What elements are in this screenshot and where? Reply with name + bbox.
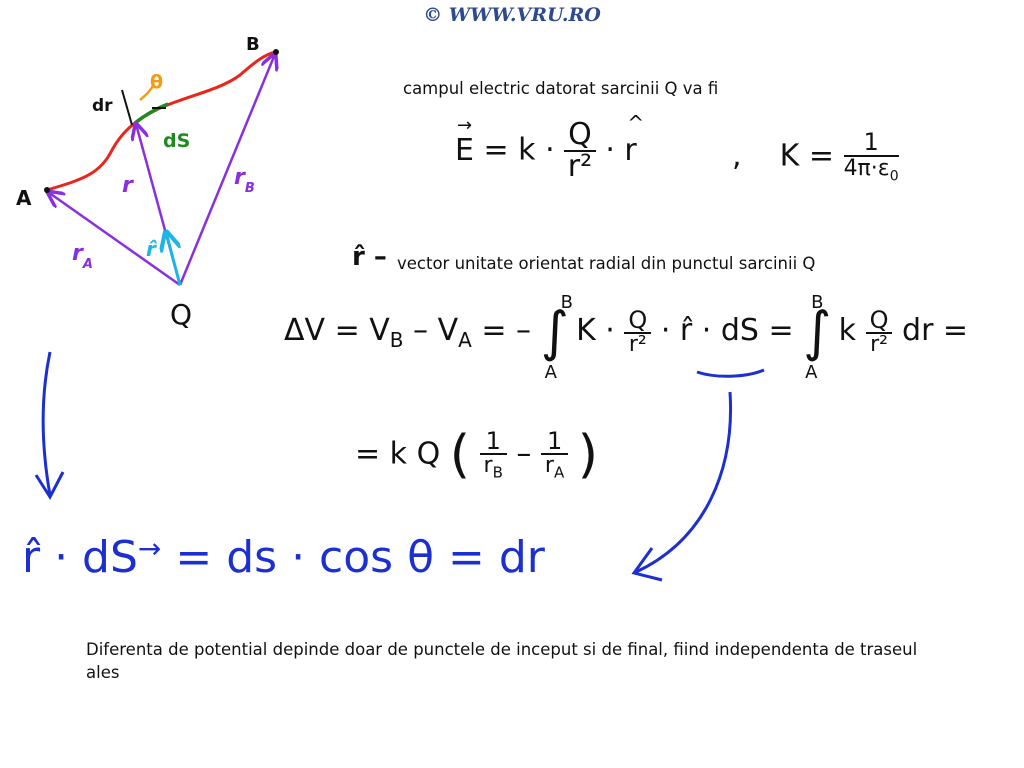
equation-dot-product: r̂ · dS→ = ds · cos θ = dr [22, 532, 545, 583]
equation-deltaV: ΔV = VB – VA = – ∫ B A K · Q r² · r̂ · dS … [284, 292, 969, 383]
point-B-dot [273, 49, 279, 55]
vector-rA [48, 192, 181, 287]
curved-arrow-right-head [631, 547, 663, 582]
watermark: © WWW.VRU.RO [423, 4, 601, 26]
label-rB: rB [234, 165, 255, 196]
down-arrow-left-head [34, 471, 65, 500]
label-Q: Q [170, 298, 192, 331]
label-theta: θ [150, 71, 163, 93]
annotation-arrows [34, 351, 765, 582]
vector-rhat [166, 232, 182, 286]
ds-segment [133, 102, 169, 125]
conclusion-text: Diferenta de potential depinde doar de p… [86, 640, 918, 682]
equation-result: = k Q ( 1 rB – 1 rA ) [355, 425, 599, 485]
underline-rhat-ds [696, 368, 765, 378]
dr-line [121, 89, 133, 126]
label-r: r [122, 173, 134, 198]
down-arrow-left [41, 351, 52, 496]
path-diagram: A B Q r rA rB r̂ dS dr θ [16, 34, 279, 331]
intro-text: campul electric datorat sarcinii Q va fi [403, 79, 719, 98]
point-A-dot [44, 187, 50, 193]
equation-K-const: , K = 1 4π·ε0 [732, 128, 899, 185]
label-ds: dS [163, 130, 190, 152]
label-dr: dr [92, 96, 113, 116]
label-rhat: r̂ [146, 237, 157, 261]
curved-arrow-right [635, 391, 733, 574]
label-B: B [246, 34, 260, 55]
rhat-definition: vector unitate orientat radial din punct… [397, 254, 816, 273]
theta-arc [139, 83, 156, 101]
rhat-symbol: r̂ – [352, 242, 387, 272]
label-rA: rA [72, 241, 93, 272]
label-A: A [16, 186, 32, 210]
vector-rB [178, 54, 275, 286]
equation-E-field: E → = k · Q r² · r ^ [455, 110, 645, 184]
